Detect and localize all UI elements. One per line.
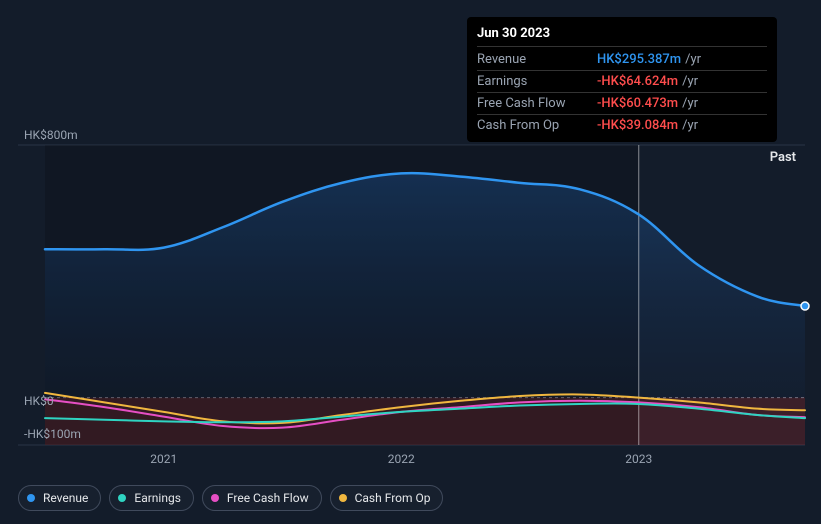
tooltip-row: RevenueHK$295.387m/yr bbox=[477, 49, 767, 71]
past-period-label: Past bbox=[770, 150, 796, 165]
legend-label: Earnings bbox=[134, 491, 181, 505]
tooltip-row-value: -HK$60.473m bbox=[597, 96, 678, 111]
hover-tooltip: Jun 30 2023 RevenueHK$295.387m/yrEarning… bbox=[467, 17, 777, 142]
chart-stage: HK$800m HK$0 -HK$100m 2021 2022 2023 Past Ju… bbox=[0, 0, 821, 524]
y-tick-label: HK$0 bbox=[24, 394, 54, 408]
legend-label: Cash From Op bbox=[355, 491, 431, 505]
tooltip-row-value: -HK$64.624m bbox=[597, 74, 678, 89]
tooltip-row-value: HK$295.387m bbox=[597, 52, 681, 67]
tooltip-date: Jun 30 2023 bbox=[477, 23, 767, 47]
tooltip-row-unit: /yr bbox=[682, 96, 698, 111]
legend-dot-icon bbox=[339, 494, 347, 502]
tooltip-row-unit: /yr bbox=[685, 52, 701, 67]
legend-dot-icon bbox=[211, 494, 219, 502]
legend-chip-fcf[interactable]: Free Cash Flow bbox=[202, 485, 322, 511]
tooltip-row-label: Free Cash Flow bbox=[477, 96, 597, 111]
tooltip-row-label: Revenue bbox=[477, 52, 597, 67]
legend-chip-revenue[interactable]: Revenue bbox=[18, 485, 101, 511]
legend-chip-earnings[interactable]: Earnings bbox=[109, 485, 194, 511]
tooltip-row: Free Cash Flow-HK$60.473m/yr bbox=[477, 93, 767, 115]
tooltip-row: Earnings-HK$64.624m/yr bbox=[477, 71, 767, 93]
legend-label: Revenue bbox=[43, 491, 88, 505]
tooltip-row-label: Cash From Op bbox=[477, 118, 597, 133]
chart-legend: Revenue Earnings Free Cash Flow Cash From O… bbox=[18, 485, 443, 511]
legend-chip-cfo[interactable]: Cash From Op bbox=[330, 485, 444, 511]
legend-dot-icon bbox=[27, 494, 35, 502]
y-tick-label: HK$800m bbox=[24, 128, 78, 142]
y-tick-label: -HK$100m bbox=[24, 427, 81, 441]
x-tick-label: 2023 bbox=[625, 452, 652, 466]
tooltip-row: Cash From Op-HK$39.084m/yr bbox=[477, 115, 767, 136]
tooltip-row-value: -HK$39.084m bbox=[597, 118, 678, 133]
tooltip-row-unit: /yr bbox=[682, 74, 698, 89]
tooltip-row-label: Earnings bbox=[477, 74, 597, 89]
tooltip-row-unit: /yr bbox=[682, 118, 698, 133]
x-tick-label: 2021 bbox=[150, 452, 177, 466]
end-marker bbox=[801, 302, 809, 310]
legend-dot-icon bbox=[118, 494, 126, 502]
x-tick-label: 2022 bbox=[388, 452, 415, 466]
legend-label: Free Cash Flow bbox=[227, 491, 309, 505]
